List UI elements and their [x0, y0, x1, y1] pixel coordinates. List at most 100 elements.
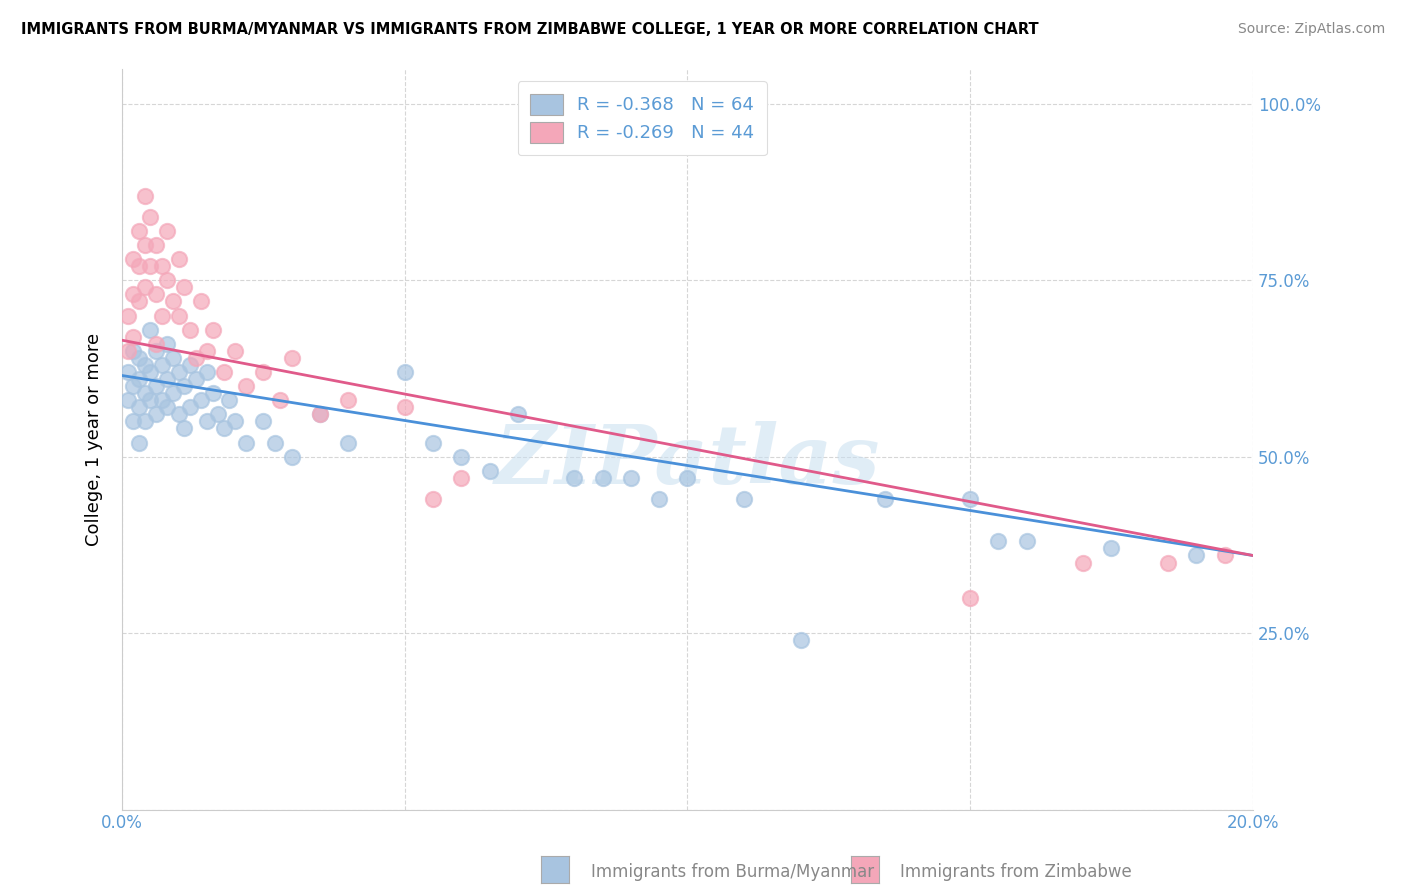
Point: [224, 343, 246, 358]
Point: [156, 273, 179, 287]
Point: [128, 401, 150, 415]
Text: IMMIGRANTS FROM BURMA/MYANMAR VS IMMIGRANTS FROM ZIMBABWE COLLEGE, 1 YEAR OR MOR: IMMIGRANTS FROM BURMA/MYANMAR VS IMMIGRA…: [21, 22, 1039, 37]
Point: [269, 393, 291, 408]
Point: [156, 401, 179, 415]
Point: [128, 435, 150, 450]
Point: [190, 393, 212, 408]
Point: [1071, 556, 1094, 570]
Point: [1185, 549, 1208, 563]
Point: [128, 351, 150, 365]
Point: [139, 365, 162, 379]
Point: [117, 309, 139, 323]
Point: [212, 365, 235, 379]
Point: [309, 407, 332, 421]
Point: [337, 435, 360, 450]
Point: [337, 393, 360, 408]
Point: [122, 414, 145, 428]
Point: [150, 259, 173, 273]
Point: [134, 280, 156, 294]
Point: [422, 435, 444, 450]
Point: [1213, 549, 1236, 563]
Point: [235, 435, 257, 450]
Text: Immigrants from Zimbabwe: Immigrants from Zimbabwe: [900, 863, 1132, 881]
Point: [139, 210, 162, 224]
Point: [128, 372, 150, 386]
Point: [117, 365, 139, 379]
Point: [478, 464, 501, 478]
Point: [139, 323, 162, 337]
Point: [184, 351, 207, 365]
Point: [733, 491, 755, 506]
Point: [150, 358, 173, 372]
Point: [167, 407, 190, 421]
Point: [224, 414, 246, 428]
Text: Source: ZipAtlas.com: Source: ZipAtlas.com: [1237, 22, 1385, 37]
Point: [173, 280, 195, 294]
Point: [252, 365, 274, 379]
Point: [789, 633, 811, 648]
Point: [122, 252, 145, 266]
Point: [145, 407, 167, 421]
Point: [252, 414, 274, 428]
Point: [195, 343, 218, 358]
Point: [309, 407, 332, 421]
Point: [450, 450, 472, 464]
Point: [167, 365, 190, 379]
Point: [122, 343, 145, 358]
Point: [173, 379, 195, 393]
Point: [676, 471, 699, 485]
Point: [122, 287, 145, 301]
Point: [117, 393, 139, 408]
Point: [184, 372, 207, 386]
Point: [134, 386, 156, 401]
Point: [134, 358, 156, 372]
Point: [592, 471, 614, 485]
Point: [139, 393, 162, 408]
Point: [145, 287, 167, 301]
Point: [195, 414, 218, 428]
Point: [128, 224, 150, 238]
Point: [134, 414, 156, 428]
Point: [162, 351, 184, 365]
Point: [156, 224, 179, 238]
Point: [179, 323, 201, 337]
Point: [212, 421, 235, 435]
Point: [150, 309, 173, 323]
Point: [117, 343, 139, 358]
Point: [145, 336, 167, 351]
Point: [201, 386, 224, 401]
Point: [422, 491, 444, 506]
Point: [150, 393, 173, 408]
Point: [450, 471, 472, 485]
Point: [139, 259, 162, 273]
Point: [145, 343, 167, 358]
Point: [959, 591, 981, 605]
Point: [128, 259, 150, 273]
Point: [122, 379, 145, 393]
Point: [648, 491, 671, 506]
Point: [179, 401, 201, 415]
Point: [134, 238, 156, 252]
Point: [162, 386, 184, 401]
Legend: R = -0.368   N = 64, R = -0.269   N = 44: R = -0.368 N = 64, R = -0.269 N = 44: [517, 81, 766, 155]
Point: [564, 471, 586, 485]
Point: [235, 379, 257, 393]
Point: [280, 351, 302, 365]
Point: [156, 372, 179, 386]
Point: [263, 435, 285, 450]
Point: [1101, 541, 1123, 556]
Point: [987, 534, 1010, 549]
Point: [167, 252, 190, 266]
Point: [394, 365, 416, 379]
Point: [195, 365, 218, 379]
Point: [201, 323, 224, 337]
Point: [134, 188, 156, 202]
Point: [173, 421, 195, 435]
Point: [218, 393, 240, 408]
Point: [145, 379, 167, 393]
Point: [1015, 534, 1038, 549]
Point: [122, 329, 145, 343]
Point: [190, 294, 212, 309]
Point: [145, 238, 167, 252]
Point: [128, 294, 150, 309]
